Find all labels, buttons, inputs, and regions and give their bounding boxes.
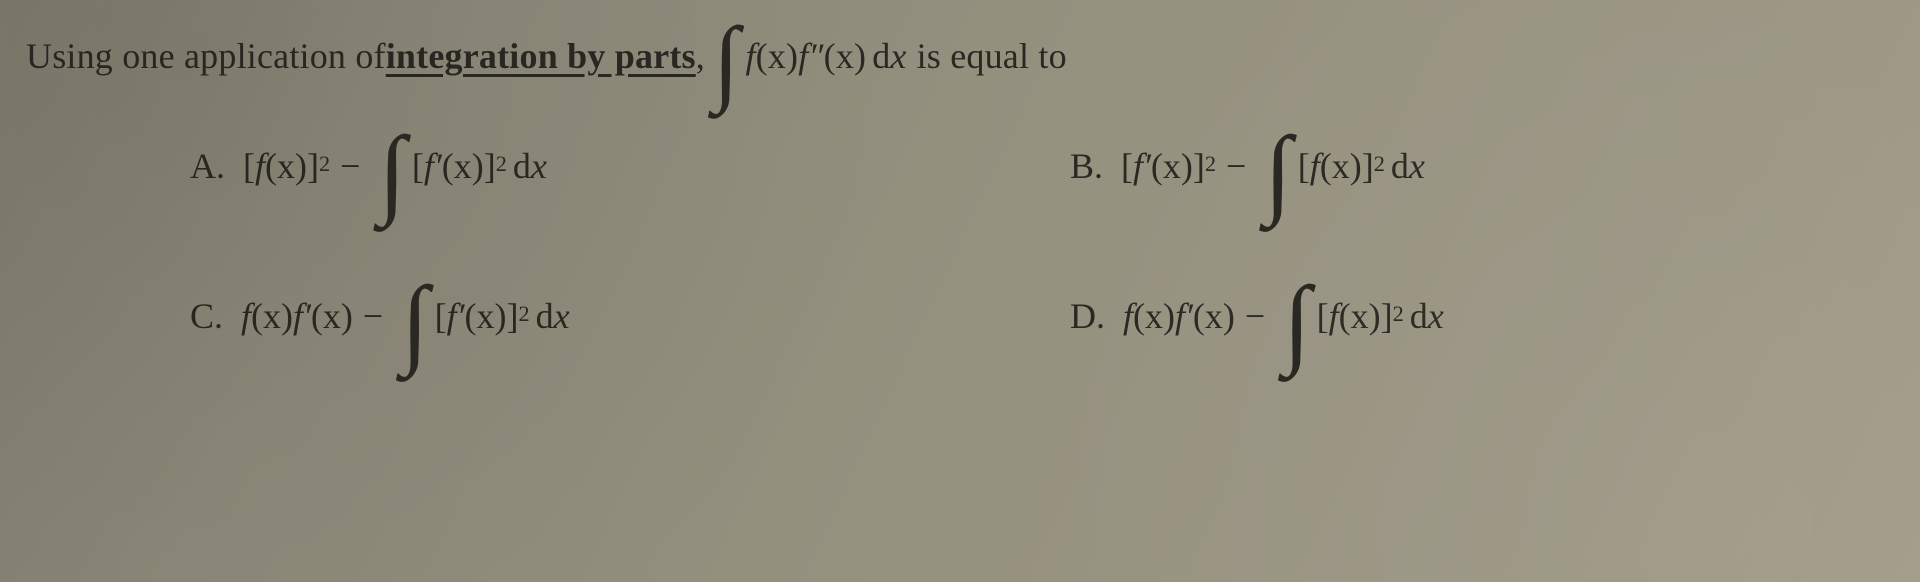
integral-icon: ∫ <box>1264 142 1291 202</box>
stem-dx: dx <box>866 28 906 86</box>
stem-underlined: integration by parts <box>386 28 696 86</box>
choice-D-expr: f (x) f′ (x) − ∫ [ f (x) ] 2 dx <box>1123 286 1444 346</box>
question-stem: Using one application of integration by … <box>26 28 1870 86</box>
stem-prefix: Using one application of <box>26 28 386 86</box>
stem-integral: ∫ f (x) f″ (x) dx <box>705 28 907 86</box>
choice-C: C. f (x) f′ (x) − ∫ [ f′ (x) ] 2 dx <box>190 286 950 346</box>
stem-fpp: f″ <box>798 28 823 86</box>
choices-grid: A. [ f (x) ] 2 − ∫ [ f′ (x) ] 2 dx B. <box>20 126 1870 346</box>
stem-comma: , <box>696 28 705 86</box>
integral-icon: ∫ <box>1283 292 1310 352</box>
stem-f1: f <box>745 28 755 86</box>
question-page: Using one application of integration by … <box>0 0 1920 582</box>
choice-B-expr: [ f′ (x) ] 2 − ∫ [ f (x) ] 2 dx <box>1121 136 1425 196</box>
choice-B: B. [ f′ (x) ] 2 − ∫ [ f (x) ] 2 dx <box>1070 136 1830 196</box>
stem-arg2: (x) <box>824 28 867 86</box>
choice-C-label: C. <box>190 295 223 337</box>
integral-icon: ∫ <box>713 32 740 90</box>
integral-icon: ∫ <box>378 142 405 202</box>
choice-A: A. [ f (x) ] 2 − ∫ [ f′ (x) ] 2 dx <box>190 136 950 196</box>
choice-C-expr: f (x) f′ (x) − ∫ [ f′ (x) ] 2 dx <box>241 286 570 346</box>
stem-arg1: (x) <box>756 28 799 86</box>
choice-A-expr: [ f (x) ] 2 − ∫ [ f′ (x) ] 2 dx <box>243 136 547 196</box>
choice-D: D. f (x) f′ (x) − ∫ [ f (x) ] 2 dx <box>1070 286 1830 346</box>
choice-D-label: D. <box>1070 295 1105 337</box>
integral-icon: ∫ <box>401 292 428 352</box>
choice-A-label: A. <box>190 145 225 187</box>
choice-B-label: B. <box>1070 145 1103 187</box>
stem-suffix: is equal to <box>917 28 1067 86</box>
